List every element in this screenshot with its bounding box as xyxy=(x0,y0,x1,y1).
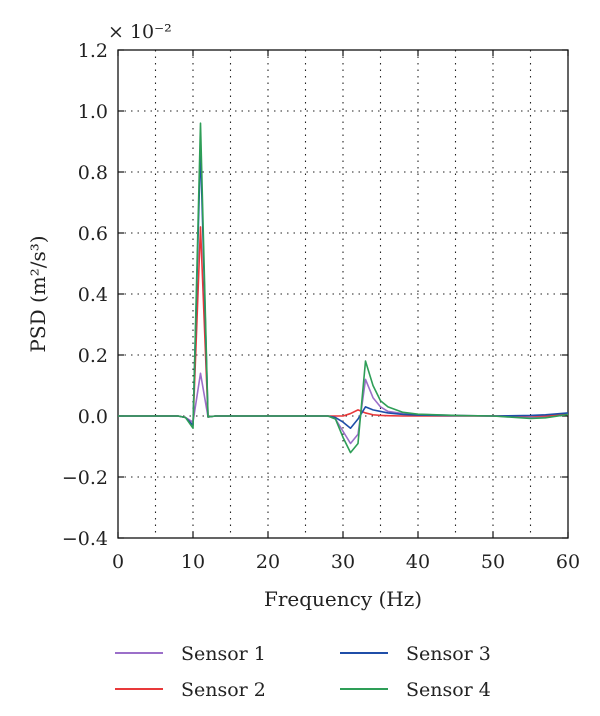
legend-item: Sensor 4 xyxy=(340,679,491,701)
plot-frame xyxy=(117,49,569,539)
legend: Sensor 1 Sensor 2 Sensor 3 Sensor 4 xyxy=(115,643,491,701)
x-tick-label: 40 xyxy=(406,551,430,573)
grid-lines xyxy=(118,50,568,538)
series-lines xyxy=(118,122,569,454)
series-line-sensor-3 xyxy=(118,146,569,430)
y-tick-label: 1.0 xyxy=(78,101,108,123)
y-tick-label: 1.2 xyxy=(78,40,108,62)
legend-label: Sensor 1 xyxy=(181,643,266,665)
y-tick-label: 0.0 xyxy=(78,406,108,428)
y-tick-label: 0.2 xyxy=(78,345,108,367)
legend-item: Sensor 2 xyxy=(115,679,266,701)
y-tick-label: −0.4 xyxy=(62,528,108,550)
x-tick-label: 20 xyxy=(256,551,280,573)
axis-ticks: 0 10 20 30 40 50 60 −0.4 −0.2 0.0 0.2 0.4 0.6 0.8 1.0 1… xyxy=(62,40,580,573)
series-line-sensor-4 xyxy=(118,122,569,454)
y-tick-label: 0.6 xyxy=(78,223,108,245)
x-tick-label: 50 xyxy=(481,551,505,573)
x-tick-label: 0 xyxy=(112,551,124,573)
y-tick-label: −0.2 xyxy=(62,467,108,489)
x-tick-label: 60 xyxy=(556,551,580,573)
y-exponent-label: × 10⁻² xyxy=(108,21,172,43)
legend-label: Sensor 2 xyxy=(181,679,266,701)
x-tick-label: 30 xyxy=(331,551,355,573)
x-axis-label: Frequency (Hz) xyxy=(264,587,422,611)
legend-label: Sensor 4 xyxy=(406,679,491,701)
y-tick-label: 0.4 xyxy=(78,284,108,306)
legend-item: Sensor 3 xyxy=(340,643,491,665)
legend-item: Sensor 1 xyxy=(115,643,266,665)
y-tick-label: 0.8 xyxy=(78,162,108,184)
legend-label: Sensor 3 xyxy=(406,643,491,665)
y-axis-label: PSD (m²/s³) xyxy=(26,235,50,352)
x-tick-label: 10 xyxy=(181,551,205,573)
